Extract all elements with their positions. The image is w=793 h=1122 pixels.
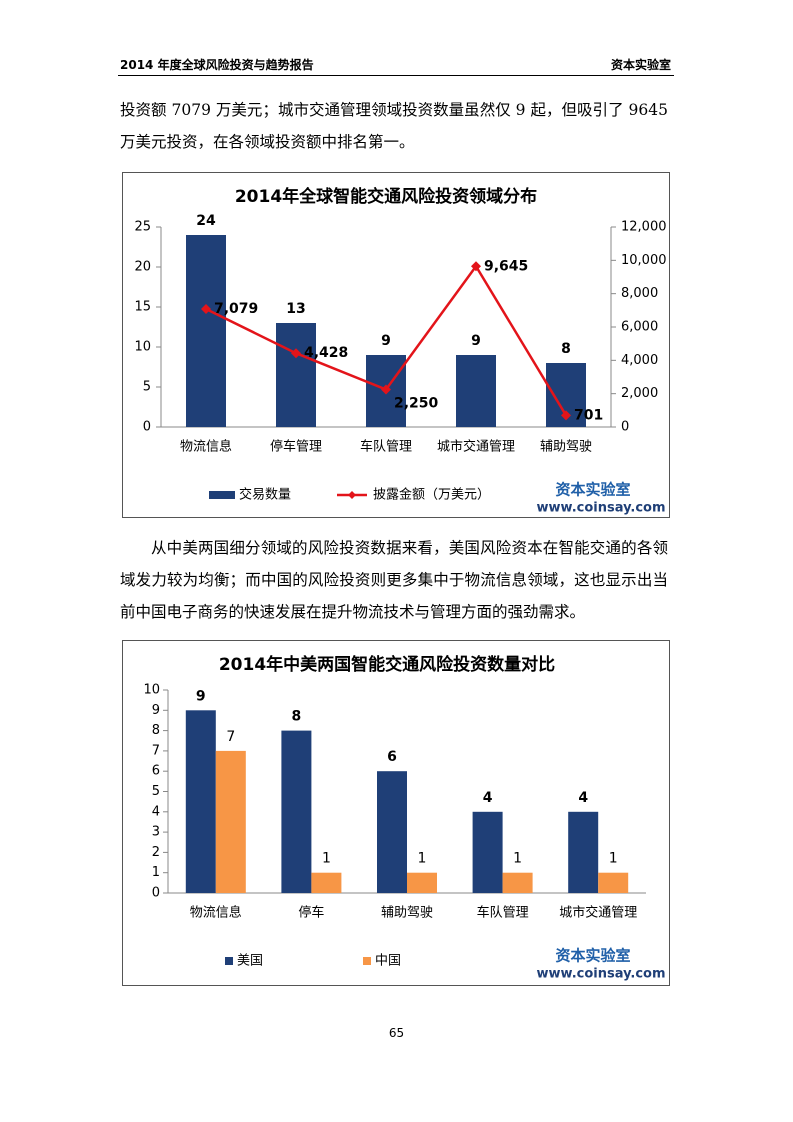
y-tick-label: 25 [134, 220, 151, 235]
y2-tick-label: 0 [621, 420, 629, 435]
y-tick-label: 1 [152, 865, 160, 880]
header-org: 资本实验室 [610, 58, 671, 72]
y-tick-label: 5 [152, 784, 160, 799]
bar-value-label: 9 [196, 688, 206, 704]
watermark-url: www.coinsay.com [537, 501, 666, 516]
y2-tick-label: 10,000 [621, 253, 667, 268]
legend-label: 美国 [237, 954, 263, 969]
line-value-label: 9,645 [484, 258, 528, 274]
x-tick-label: 物流信息 [190, 905, 242, 921]
bar-value-label: 1 [418, 851, 427, 867]
legend-label: 交易数量 [239, 487, 291, 503]
bar [502, 872, 533, 893]
chart: 2014年中美两国智能交通风险投资数量对比 0 1 2 3 4 5 6 7 8 9 10 物流信息 停车 辅… [143, 654, 666, 982]
bar-value-label: 8 [561, 341, 571, 357]
y2-tick-label: 2,000 [621, 386, 658, 401]
y2-tick-label: 12,000 [621, 220, 667, 235]
legend-label: 中国 [375, 954, 401, 969]
y-tick-label: 7 [152, 743, 160, 758]
bar-value-label: 1 [322, 851, 331, 867]
bar-value-label: 9 [381, 333, 391, 349]
bar [215, 750, 246, 893]
bar-value-label: 7 [226, 729, 235, 745]
y2-tick-label: 4,000 [621, 353, 658, 368]
legend-swatch [363, 957, 371, 965]
bar-value-label: 13 [286, 301, 305, 317]
bar [276, 323, 316, 427]
y-tick-label: 2 [152, 845, 160, 860]
y-tick-label: 0 [152, 886, 160, 901]
header-rule [118, 75, 674, 76]
bar [598, 872, 629, 893]
line-value-label: 7,079 [214, 301, 258, 317]
bar-value-label: 6 [387, 749, 397, 765]
bar [311, 872, 342, 893]
y-tick-label: 15 [134, 300, 151, 315]
bar-value-label: 1 [513, 851, 522, 867]
y-tick-label: 10 [143, 683, 160, 698]
bar-value-label: 8 [292, 709, 302, 725]
bar-value-label: 4 [578, 790, 588, 806]
x-tick-label: 辅助驾驶 [540, 440, 592, 455]
line-marker [201, 304, 211, 315]
x-tick-label: 城市交通管理 [437, 439, 515, 455]
line-marker [471, 261, 481, 272]
bar [568, 811, 599, 893]
x-tick-label: 物流信息 [180, 439, 232, 455]
legend-swatch [225, 957, 233, 965]
bar-value-label: 9 [471, 333, 481, 349]
bar-value-label: 4 [483, 790, 493, 806]
header-title: 2014 年度全球风险投资与趋势报告 [120, 58, 314, 72]
watermark-name: 资本实验室 [555, 947, 630, 965]
y-tick-label: 6 [152, 764, 160, 779]
bar [281, 730, 312, 893]
chart-title: 2014年全球智能交通风险投资领域分布 [235, 186, 537, 207]
line-marker [381, 384, 391, 395]
x-tick-label: 车队管理 [477, 905, 529, 921]
line-marker [291, 348, 301, 359]
y-tick-label: 3 [152, 825, 160, 840]
bar [377, 771, 407, 893]
x-tick-label: 停车管理 [270, 439, 322, 455]
line-value-label: 701 [574, 407, 603, 423]
bar-value-label: 1 [609, 851, 618, 867]
line-value-label: 2,250 [394, 396, 439, 412]
bar [456, 355, 496, 427]
legend-swatch [209, 491, 235, 499]
y-tick-label: 5 [143, 380, 151, 395]
x-tick-label: 辅助驾驶 [381, 906, 433, 921]
y2-tick-label: 6,000 [621, 320, 658, 335]
line-marker [561, 410, 571, 421]
line-value-label: 4,428 [304, 345, 348, 361]
bar [185, 710, 216, 893]
bar [186, 235, 226, 427]
watermark-url: www.coinsay.com [537, 967, 666, 982]
watermark-name: 资本实验室 [555, 481, 630, 499]
y-tick-label: 9 [152, 703, 160, 718]
chart-frame: 2014年中美两国智能交通风险投资数量对比 0 1 2 3 4 5 6 7 8 9 10 物流信息 停车 辅… [122, 640, 670, 986]
y-tick-label: 10 [134, 340, 151, 355]
x-tick-label: 停车 [298, 905, 324, 921]
x-tick-label: 城市交通管理 [559, 905, 637, 921]
x-tick-label: 车队管理 [360, 439, 412, 455]
paragraph: 从中美两国细分领域的风险投资数据来看，美国风险资本在智能交通的各领域发力较为均衡… [120, 539, 668, 621]
y-tick-label: 0 [143, 420, 151, 435]
bar-value-label: 24 [196, 213, 216, 229]
y2-tick-label: 8,000 [621, 286, 658, 301]
y-tick-label: 8 [152, 723, 160, 738]
legend-label: 披露金额（万美元） [373, 487, 490, 503]
bar [472, 811, 503, 893]
y-tick-label: 4 [152, 804, 160, 819]
chart: 2014年全球智能交通风险投资领域分布 0 5 10 15 20 25 0 2,000 4,000… [134, 186, 667, 516]
bar [407, 872, 437, 893]
paragraph: 投资额 7079 万美元；城市交通管理领域投资数量虽然仅 9 起，但吸引了 96… [120, 101, 668, 151]
chart-title: 2014年中美两国智能交通风险投资数量对比 [219, 654, 555, 675]
legend-swatch [348, 491, 356, 499]
page-number: 65 [388, 1026, 405, 1040]
y-tick-label: 20 [134, 260, 151, 275]
chart-frame: 2014年全球智能交通风险投资领域分布 0 5 10 15 20 25 0 2,000 4,000… [122, 172, 670, 518]
